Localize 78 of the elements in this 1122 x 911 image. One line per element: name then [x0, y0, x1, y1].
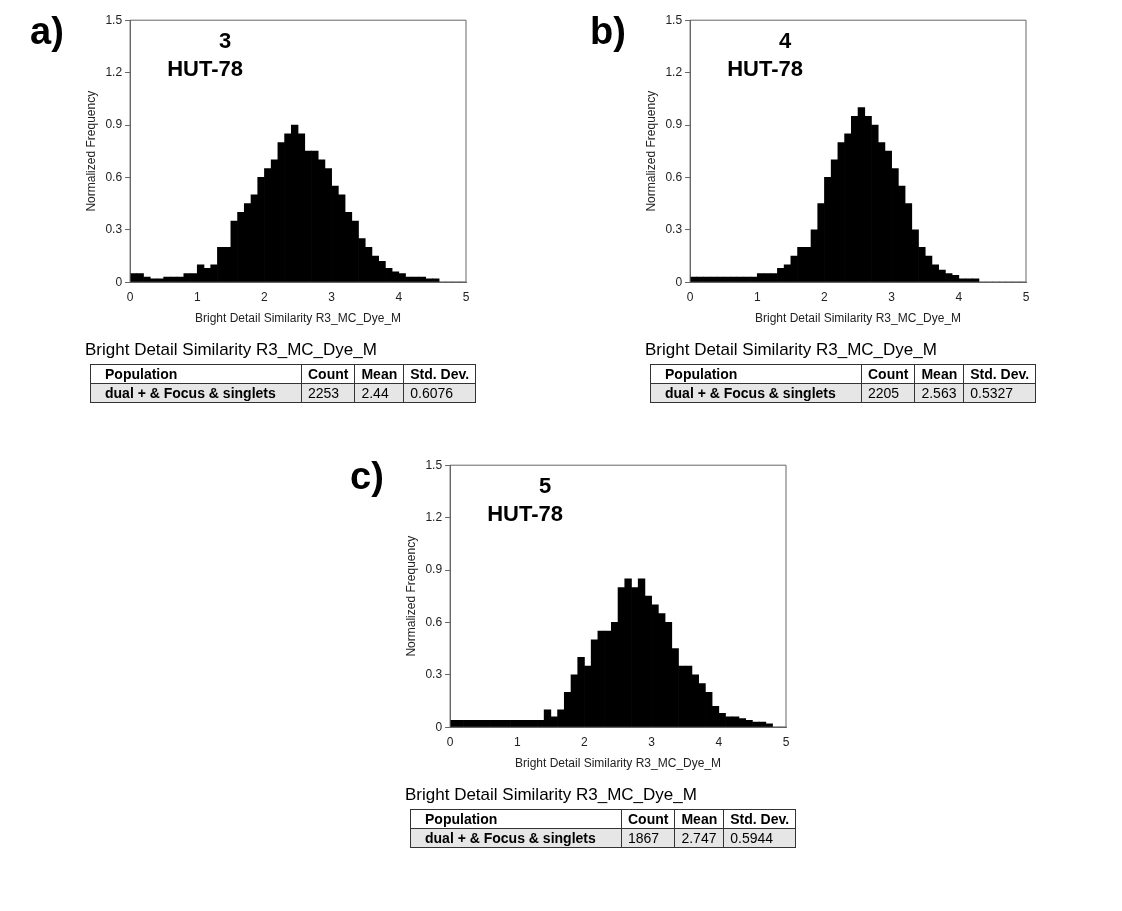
- x-tick-label: 4: [715, 734, 723, 749]
- y-tick-label: 0.6: [665, 169, 683, 184]
- chart-title: b): [590, 10, 626, 53]
- x-tick-label: 5: [1022, 289, 1030, 304]
- text: 2.747: [674, 828, 724, 848]
- y-tick-label: 1.5: [665, 12, 683, 27]
- x-axis-title: Bright Detail Similarity R3_MC_Dye_M: [755, 311, 962, 326]
- y-axis-title: Normalized Frequency: [83, 90, 98, 212]
- y-axis-title: Normalized Frequency: [403, 535, 418, 657]
- text: dual + & Focus & singlets: [90, 383, 302, 403]
- annotation: HUT-78: [167, 56, 243, 82]
- y-tick-label: 0.9: [425, 562, 443, 577]
- x-tick-label: 3: [328, 289, 336, 304]
- y-tick-label: 0: [435, 719, 443, 734]
- text: 2205: [861, 383, 915, 403]
- text: Population: [90, 364, 302, 384]
- text: 0.5944: [723, 828, 796, 848]
- annotation: HUT-78: [487, 501, 563, 527]
- text: Mean: [674, 809, 724, 829]
- y-tick-label: 0: [115, 274, 123, 289]
- x-tick-label: 3: [648, 734, 656, 749]
- chart-title: a): [30, 10, 64, 53]
- text: Mean: [354, 364, 404, 384]
- text: Population: [650, 364, 862, 384]
- x-tick-label: 0: [686, 289, 694, 304]
- x-tick-label: 1: [753, 289, 761, 304]
- y-tick-label: 0: [675, 274, 683, 289]
- y-tick-label: 1.5: [105, 12, 123, 27]
- y-tick-label: 1.2: [665, 64, 683, 79]
- y-tick-label: 0.6: [105, 169, 123, 184]
- text: Population: [410, 809, 622, 829]
- annotation: 3: [218, 28, 232, 54]
- x-tick-label: 1: [513, 734, 521, 749]
- text: Bright Detail Similarity R3_MC_Dye_M: [405, 785, 697, 805]
- x-tick-label: 1: [193, 289, 201, 304]
- chart-title: c): [350, 455, 384, 498]
- annotation: 5: [538, 473, 552, 499]
- text: 0.6076: [403, 383, 476, 403]
- y-tick-label: 1.2: [425, 509, 443, 524]
- x-tick-label: 5: [782, 734, 790, 749]
- y-axis-title: Normalized Frequency: [643, 90, 658, 212]
- x-axis-title: Bright Detail Similarity R3_MC_Dye_M: [195, 311, 402, 326]
- x-axis-title: Bright Detail Similarity R3_MC_Dye_M: [515, 756, 722, 771]
- text: Bright Detail Similarity R3_MC_Dye_M: [645, 340, 937, 360]
- x-tick-label: 2: [581, 734, 589, 749]
- x-tick-label: 2: [821, 289, 829, 304]
- text: 1867: [621, 828, 675, 848]
- x-tick-label: 3: [888, 289, 896, 304]
- text: Bright Detail Similarity R3_MC_Dye_M: [85, 340, 377, 360]
- text: dual + & Focus & singlets: [410, 828, 622, 848]
- text: Std. Dev.: [963, 364, 1036, 384]
- annotation: HUT-78: [727, 56, 803, 82]
- x-tick-label: 2: [261, 289, 269, 304]
- y-tick-label: 0.9: [665, 117, 683, 132]
- text: 2.44: [354, 383, 404, 403]
- annotation: 4: [778, 28, 792, 54]
- text: 2253: [301, 383, 355, 403]
- y-tick-label: 0.3: [665, 222, 683, 237]
- text: Count: [301, 364, 355, 384]
- y-tick-label: 1.5: [425, 457, 443, 472]
- text: Mean: [914, 364, 964, 384]
- x-tick-label: 5: [462, 289, 470, 304]
- x-tick-label: 4: [395, 289, 403, 304]
- y-tick-label: 1.2: [105, 64, 123, 79]
- y-tick-label: 0.6: [425, 614, 443, 629]
- text: Std. Dev.: [723, 809, 796, 829]
- y-tick-label: 0.3: [425, 667, 443, 682]
- text: 2.563: [914, 383, 964, 403]
- x-tick-label: 0: [446, 734, 454, 749]
- text: dual + & Focus & singlets: [650, 383, 862, 403]
- text: Std. Dev.: [403, 364, 476, 384]
- x-tick-label: 4: [955, 289, 963, 304]
- y-tick-label: 0.3: [105, 222, 123, 237]
- text: Count: [861, 364, 915, 384]
- text: Count: [621, 809, 675, 829]
- text: 0.5327: [963, 383, 1036, 403]
- x-tick-label: 0: [126, 289, 134, 304]
- y-tick-label: 0.9: [105, 117, 123, 132]
